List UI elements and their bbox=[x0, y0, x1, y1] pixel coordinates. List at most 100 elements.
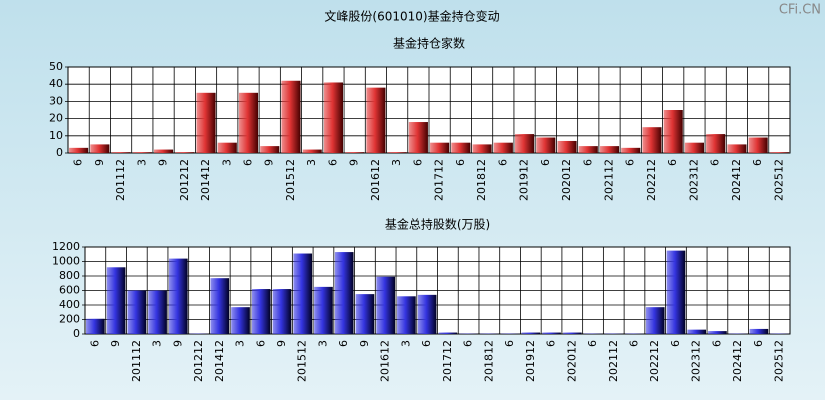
bar bbox=[749, 328, 769, 334]
bar bbox=[542, 332, 561, 334]
x-tick-label: 202012 bbox=[565, 340, 578, 382]
x-tick-label: 6 bbox=[545, 340, 558, 347]
y-tick-label: 0 bbox=[73, 327, 80, 340]
x-tick-label: 202512 bbox=[772, 159, 785, 201]
bar bbox=[708, 331, 727, 334]
x-tick-label: 3 bbox=[135, 159, 148, 166]
x-tick-label: 201612 bbox=[379, 340, 392, 382]
x-tick-label: 3 bbox=[151, 340, 164, 347]
bar bbox=[621, 147, 641, 153]
x-tick-label: 6 bbox=[624, 159, 637, 166]
bar bbox=[408, 122, 428, 153]
bar bbox=[355, 294, 375, 334]
bar bbox=[472, 144, 492, 153]
bar bbox=[451, 142, 471, 153]
x-tick-label: 201512 bbox=[284, 159, 297, 201]
x-tick-label: 202412 bbox=[730, 159, 743, 201]
x-tick-label: 6 bbox=[411, 159, 424, 166]
x-tick-label: 201612 bbox=[369, 159, 382, 201]
x-tick-label: 3 bbox=[399, 340, 412, 347]
x-tick-label: 202312 bbox=[687, 159, 700, 201]
x-tick-label: 201512 bbox=[296, 340, 309, 382]
x-tick-label: 9 bbox=[157, 159, 170, 166]
bar bbox=[706, 134, 726, 153]
x-tick-label: 3 bbox=[390, 159, 403, 166]
bar bbox=[323, 82, 343, 153]
bar bbox=[154, 149, 174, 153]
bar bbox=[727, 144, 747, 153]
x-tick-label: 201112 bbox=[130, 340, 143, 382]
x-tick-label: 201912 bbox=[518, 159, 531, 201]
x-tick-label: 202212 bbox=[648, 340, 661, 382]
x-tick-label: 201112 bbox=[114, 159, 127, 201]
bar bbox=[645, 307, 665, 334]
bar bbox=[106, 267, 126, 334]
bar bbox=[334, 252, 354, 334]
x-tick-label: 6 bbox=[709, 159, 722, 166]
bar bbox=[748, 137, 768, 153]
x-tick-label: 9 bbox=[358, 340, 371, 347]
bar bbox=[345, 152, 365, 153]
bar bbox=[210, 278, 230, 334]
bar bbox=[366, 87, 386, 153]
x-tick-label: 9 bbox=[109, 340, 122, 347]
y-tick-label: 800 bbox=[59, 269, 80, 282]
y-tick-label: 50 bbox=[49, 60, 63, 73]
x-tick-label: 201412 bbox=[199, 159, 212, 201]
x-tick-label: 202512 bbox=[773, 340, 786, 382]
x-tick-label: 6 bbox=[539, 159, 552, 166]
x-tick-label: 202212 bbox=[645, 159, 658, 201]
x-tick-label: 202312 bbox=[690, 340, 703, 382]
bar bbox=[387, 152, 407, 153]
bar bbox=[132, 152, 152, 153]
chart-title: 基金持仓家数 bbox=[393, 36, 465, 51]
bar bbox=[260, 146, 280, 153]
x-tick-label: 3 bbox=[305, 159, 318, 166]
x-tick-label: 202112 bbox=[607, 340, 620, 382]
y-tick-label: 600 bbox=[59, 284, 80, 297]
x-tick-label: 6 bbox=[496, 159, 509, 166]
bar bbox=[314, 286, 333, 334]
x-tick-label: 6 bbox=[666, 159, 679, 166]
bar bbox=[272, 289, 292, 334]
x-tick-label: 6 bbox=[420, 340, 433, 347]
y-tick-label: 30 bbox=[49, 94, 63, 107]
bar bbox=[127, 290, 147, 334]
x-tick-label: 6 bbox=[752, 340, 765, 347]
y-tick-label: 1200 bbox=[52, 240, 80, 253]
watermark: CFi.CN bbox=[779, 3, 821, 18]
x-tick-label: 9 bbox=[275, 340, 288, 347]
x-tick-label: 202412 bbox=[731, 340, 744, 382]
bar bbox=[175, 152, 195, 153]
page-title: 文峰股份(601010)基金持仓变动 bbox=[324, 9, 499, 24]
x-tick-label: 202012 bbox=[560, 159, 573, 201]
bar bbox=[663, 110, 683, 153]
bar bbox=[148, 290, 167, 334]
bar bbox=[438, 332, 458, 334]
bar bbox=[769, 152, 789, 153]
x-tick-label: 6 bbox=[337, 340, 350, 347]
y-tick-label: 0 bbox=[56, 146, 63, 159]
bar bbox=[417, 294, 437, 334]
y-tick-label: 40 bbox=[49, 77, 63, 90]
x-tick-label: 6 bbox=[72, 159, 85, 166]
bar bbox=[599, 146, 620, 153]
x-tick-label: 6 bbox=[669, 340, 682, 347]
bar bbox=[493, 142, 513, 153]
bar bbox=[666, 250, 686, 334]
bar bbox=[196, 92, 216, 153]
x-tick-label: 201212 bbox=[178, 159, 191, 201]
bar bbox=[397, 296, 416, 334]
x-tick-label: 9 bbox=[171, 340, 184, 347]
x-tick-label: 9 bbox=[263, 159, 276, 166]
chart-title: 基金总持股数(万股) bbox=[385, 217, 490, 232]
bar bbox=[578, 146, 598, 153]
x-tick-label: 6 bbox=[454, 159, 467, 166]
bar bbox=[86, 318, 105, 334]
x-tick-label: 201412 bbox=[213, 340, 226, 382]
x-tick-label: 9 bbox=[93, 159, 106, 166]
x-tick-label: 202112 bbox=[603, 159, 616, 201]
bar bbox=[111, 152, 131, 153]
bar bbox=[521, 332, 541, 334]
